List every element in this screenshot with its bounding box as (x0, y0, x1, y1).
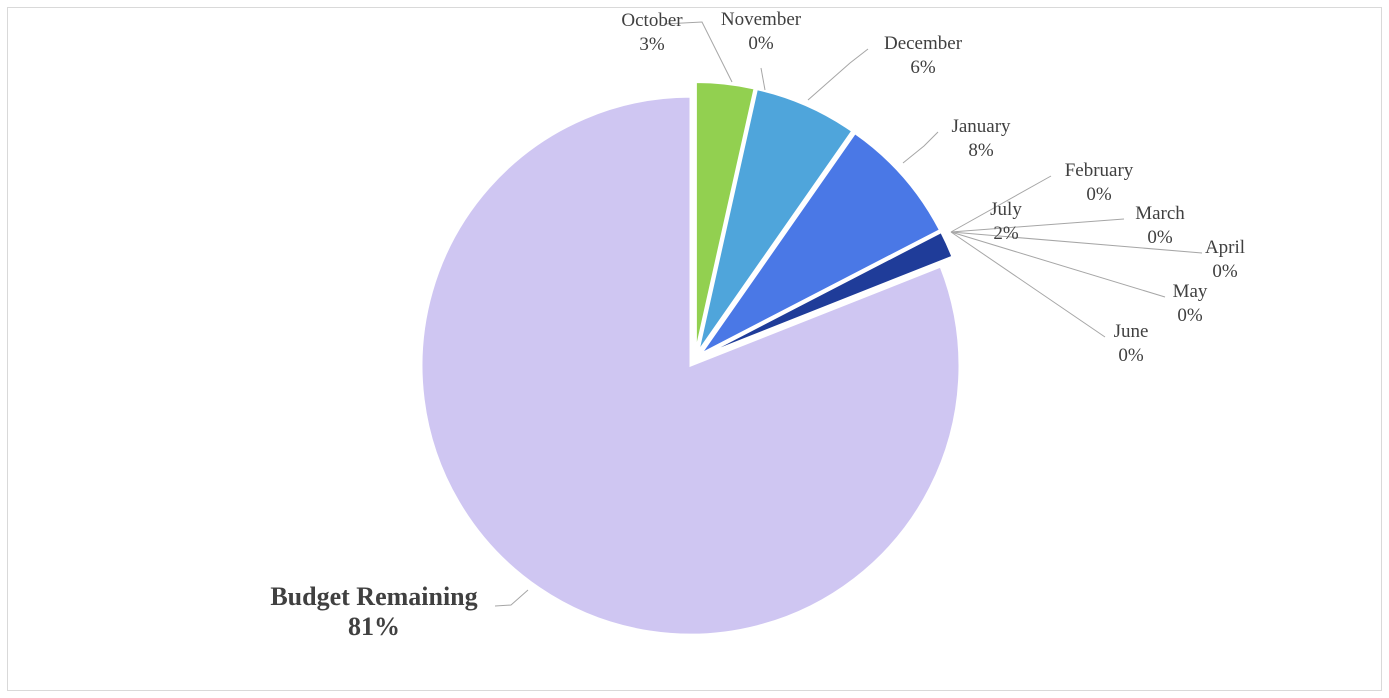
leader-line-november (760, 67, 766, 91)
leader-line-april (950, 231, 1203, 254)
data-label-percent: 2% (993, 223, 1019, 244)
data-label-name: July (990, 199, 1022, 220)
leader-line-budget-remaining (494, 589, 529, 607)
data-label-december: December 6% (884, 33, 963, 78)
data-label-budget-remaining: Budget Remaining 81% (270, 582, 477, 641)
leader-line-october (663, 21, 733, 83)
chart-area: October 3% November 0% December 6% January 8% Fe… (7, 7, 1382, 691)
data-label-percent: 0% (1212, 261, 1238, 282)
data-label-april: April 0% (1205, 237, 1245, 282)
data-label-name: November (721, 9, 802, 30)
data-label-name: February (1065, 160, 1134, 181)
data-label-percent: 8% (968, 140, 994, 161)
data-label-july: July 2% (990, 199, 1022, 244)
data-label-name: April (1205, 237, 1245, 258)
data-label-name: Budget Remaining (270, 582, 477, 611)
data-label-percent: 6% (910, 57, 936, 78)
data-label-november: November 0% (721, 9, 802, 54)
leader-line-december (807, 48, 869, 101)
data-label-percent: 81% (348, 612, 400, 641)
data-label-percent: 3% (639, 34, 665, 55)
data-label-percent: 0% (1086, 184, 1112, 205)
data-label-may: May 0% (1173, 281, 1208, 326)
leader-lines-layer (494, 21, 1203, 607)
data-label-name: June (1114, 321, 1149, 342)
slices-layer (420, 81, 961, 636)
data-label-percent: 0% (1177, 305, 1203, 326)
leader-line-june (950, 231, 1106, 338)
pie-slice-january (700, 131, 942, 355)
data-label-percent: 0% (748, 33, 774, 54)
data-label-march: March 0% (1135, 203, 1185, 248)
leader-line-march (950, 218, 1125, 233)
data-label-february: February 0% (1065, 160, 1134, 205)
leader-line-january (902, 131, 939, 164)
pie-chart: October 3% November 0% December 6% January 8% Fe… (270, 9, 1245, 641)
data-label-january: January 8% (951, 116, 1011, 161)
data-label-name: March (1135, 203, 1185, 224)
data-label-percent: 0% (1147, 227, 1173, 248)
data-label-name: October (621, 10, 683, 31)
pie-slice-december (697, 87, 854, 353)
pie-slice-budget-remaining (420, 95, 961, 636)
data-label-october: October 3% (621, 10, 683, 55)
data-label-name: December (884, 33, 963, 54)
leader-line-february (950, 175, 1052, 233)
data-label-name: January (951, 116, 1011, 137)
data-label-percent: 0% (1118, 345, 1144, 366)
labels-layer: October 3% November 0% December 6% January 8% Fe… (270, 9, 1245, 641)
pie-slice-july (701, 230, 954, 357)
data-label-name: May (1173, 281, 1208, 302)
leader-line-may (950, 231, 1166, 298)
data-label-june: June 0% (1114, 321, 1149, 366)
pie-slice-october (694, 81, 756, 352)
